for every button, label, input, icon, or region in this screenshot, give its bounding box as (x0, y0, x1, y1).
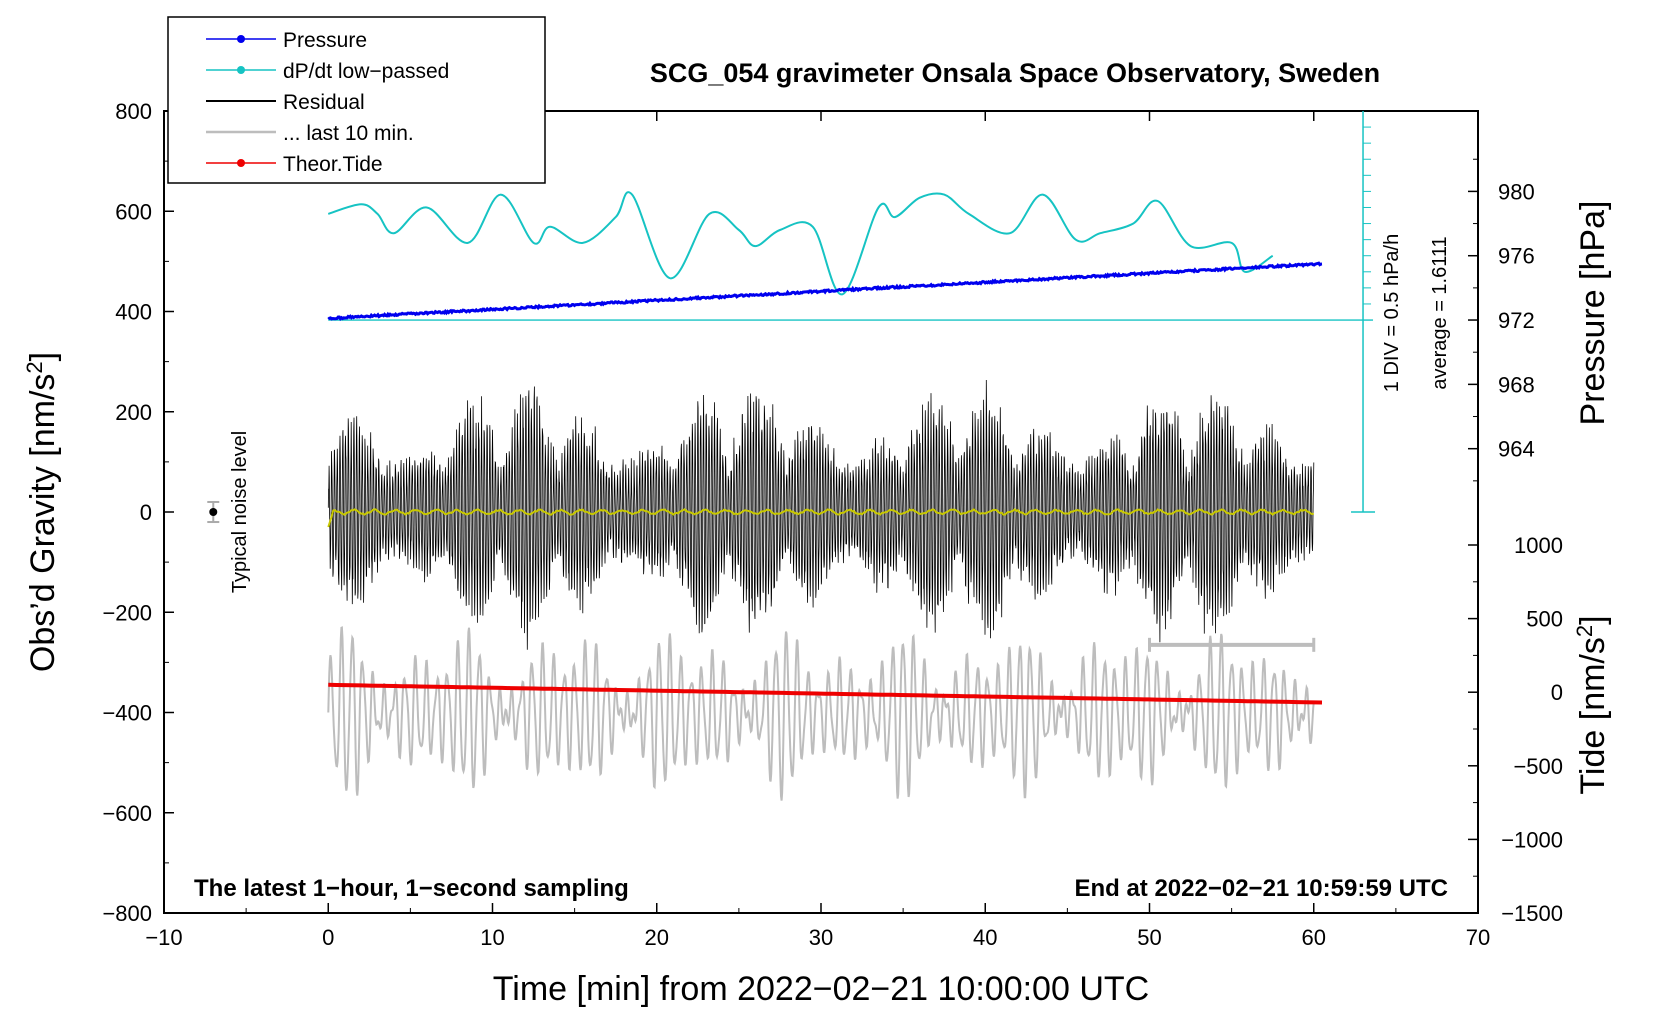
y-left-tick-label: −800 (102, 901, 152, 926)
pressure-axis-label: Pressure [hPa] (1574, 201, 1612, 426)
legend-item-pressure: Pressure (206, 29, 367, 52)
x-axis-label: Time [min] from 2022−02−21 10:00:00 UTC (493, 970, 1149, 1008)
tide-axis-label: Tide [nm/s2] (1572, 615, 1612, 794)
y-left-tick-label: 600 (115, 199, 152, 224)
y-left-tick-label: −600 (102, 801, 152, 826)
noise-level-note: Typical noise level (229, 431, 251, 593)
tide-tick-label: 0 (1551, 680, 1563, 705)
pressure-tick-label: 972 (1498, 308, 1535, 333)
x-tick-label: 10 (480, 925, 504, 950)
legend-item-residual: Residual (206, 91, 365, 114)
pressure-tick-label: 980 (1498, 179, 1535, 204)
chart-decorations (207, 111, 1376, 652)
pressure-series (327, 261, 1323, 321)
y-left-axis-label: Obs’d Gravity [nm/s2] (22, 352, 62, 672)
smoothed-residual-line (327, 507, 1314, 528)
tide-tick-label: 500 (1526, 607, 1563, 632)
svg-text:Residual: Residual (283, 91, 365, 114)
x-tick-label: 0 (322, 925, 334, 950)
residual-series (327, 379, 1315, 650)
legend-item-last10: ... last 10 min. (206, 122, 414, 145)
y-left-tick-label: 0 (140, 500, 152, 525)
tide-tick-label: −500 (1513, 754, 1563, 779)
y-left-tick-label: −400 (102, 701, 152, 726)
tide-tick-label: −1000 (1501, 827, 1563, 852)
x-tick-label: −10 (145, 925, 182, 950)
smoothed-residual-series (327, 507, 1314, 528)
svg-text:Pressure: Pressure (283, 29, 367, 52)
tide-axis-ticks: −1500 −1000 −500 0 500 1000 (1468, 533, 1563, 926)
legend-item-dpdt: dP/dt low−passed (206, 60, 449, 83)
svg-text:... last 10 min.: ... last 10 min. (283, 122, 414, 145)
legend-item-theor-tide: Theor.Tide (206, 153, 383, 176)
tide-tick-label: −1500 (1501, 901, 1563, 926)
svg-text:Theor.Tide: Theor.Tide (283, 153, 383, 176)
tide-line (328, 682, 1323, 705)
dpdt-scale-note: 1 DIV = 0.5 hPa/h (1381, 234, 1403, 392)
chart-title: SCG_054 gravimeter Onsala Space Observat… (650, 58, 1380, 88)
pressure-tick-label: 976 (1498, 244, 1535, 269)
tide-tick-label: 1000 (1514, 533, 1563, 558)
pressure-axis-ticks: 964 968 972 976 980 (1468, 158, 1535, 482)
residual-line (327, 379, 1315, 650)
x-tick-label: 70 (1466, 925, 1490, 950)
y-left-axis-ticks: −800 −600 −400 −200 0 200 400 600 800 (102, 99, 174, 926)
x-tick-label: 50 (1137, 925, 1161, 950)
legend: Pressure dP/dt low−passed Residual ... l… (167, 16, 546, 184)
y-left-tick-label: 400 (115, 300, 152, 325)
pressure-line (327, 261, 1323, 321)
x-tick-label: 20 (645, 925, 669, 950)
noise-marker (209, 508, 218, 516)
x-axis-ticks: −10 0 10 20 30 40 50 60 70 (145, 111, 1490, 950)
y-left-tick-label: 800 (115, 99, 152, 124)
theoretical-tide-series (328, 682, 1323, 705)
y-left-tick-label: 200 (115, 400, 152, 425)
dpdt-line (327, 191, 1274, 296)
sampling-note: The latest 1−hour, 1−second sampling (194, 875, 629, 902)
dpdt-series (327, 191, 1374, 321)
x-tick-label: 30 (809, 925, 833, 950)
x-tick-label: 60 (1302, 925, 1326, 950)
end-time-note: End at 2022−02−21 10:59:59 UTC (1074, 875, 1448, 902)
last10-line (327, 626, 1315, 801)
x-tick-label: 40 (973, 925, 997, 950)
pressure-tick-label: 964 (1498, 437, 1535, 462)
svg-text:dP/dt low−passed: dP/dt low−passed (283, 60, 449, 83)
pressure-tick-label: 968 (1498, 372, 1535, 397)
last10-series (327, 626, 1315, 801)
y-left-tick-label: −200 (102, 600, 152, 625)
dpdt-average-note: average = 1.6111 (1429, 236, 1451, 389)
